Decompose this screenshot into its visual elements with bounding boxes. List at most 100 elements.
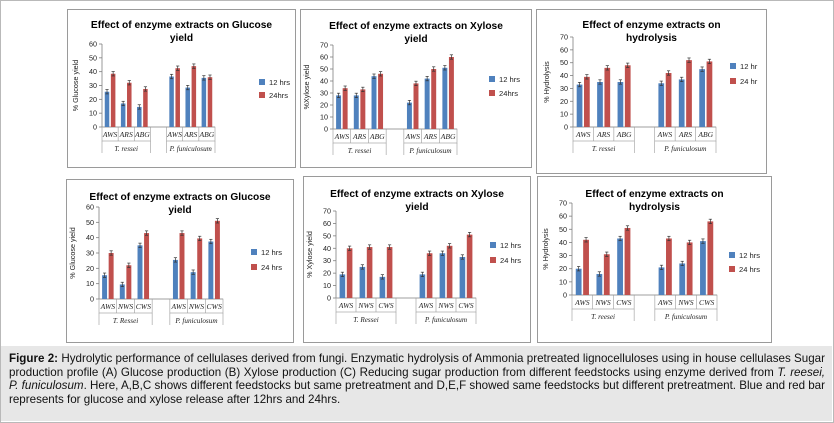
group-label: T. ressei [348, 147, 372, 155]
chart-title-line: yield [405, 202, 428, 213]
bar-12h [406, 102, 412, 129]
y-tick-label: 10 [320, 113, 328, 122]
bar-24h [706, 61, 713, 127]
y-tick-label: 0 [327, 294, 331, 303]
chart-panel-d-glucose: Effect of enzyme extracts on Glucose yiel… [66, 179, 294, 343]
y-tick-label: 20 [320, 101, 328, 110]
bar-12h [119, 284, 125, 299]
bar-24h [110, 73, 116, 127]
bar-12h [137, 245, 143, 299]
category-label: NWS [188, 302, 204, 311]
legend-swatch-24h [730, 78, 736, 84]
bar-12h [617, 82, 624, 127]
group-label: P. funiculosum [174, 317, 217, 325]
legend-label: 12 hrs [269, 78, 290, 87]
bar-24h [603, 254, 610, 295]
category-label: NWS [117, 302, 133, 311]
bar-24h [431, 69, 437, 129]
legend-swatch-24h [259, 92, 265, 98]
bar-24h [448, 57, 454, 129]
bar-12h [596, 273, 603, 295]
chart-title-line: Effect of enzyme extracts on [582, 20, 720, 31]
bar-24h [126, 265, 132, 299]
category-label: ARS [183, 130, 197, 139]
y-tick-label: 0 [93, 123, 97, 132]
group-label: P. funiculosum [169, 145, 212, 153]
y-tick-label: 20 [559, 264, 567, 273]
category-box [654, 294, 718, 310]
legend-swatch-12h [490, 242, 496, 248]
y-tick-label: 30 [323, 256, 331, 265]
y-axis-title: % Glucose yield [71, 60, 80, 112]
y-tick-label: 40 [320, 77, 328, 86]
y-tick-label: 10 [86, 279, 94, 288]
bar-12h [658, 83, 665, 127]
bar-24h [175, 68, 180, 127]
category-label: ARS [423, 132, 437, 141]
bar-12h [172, 259, 178, 299]
y-tick-label: 50 [323, 231, 331, 240]
y-tick-label: 0 [563, 291, 567, 300]
chart-panel-e-xylose: Effect of enzyme extracts on Xylose yield… [303, 176, 531, 343]
category-box [654, 126, 717, 142]
y-tick-label: 60 [560, 45, 568, 54]
y-tick-label: 30 [559, 251, 567, 260]
category-label: ABG [440, 132, 456, 141]
category-label: CWS [378, 301, 393, 310]
bar-12h [700, 241, 706, 295]
bar-12h [699, 69, 705, 127]
category-label: AWS [170, 302, 186, 311]
category-box [166, 126, 216, 142]
caption-figure-label: Figure 2: [9, 352, 59, 365]
category-label: AWS [334, 132, 350, 141]
y-tick-label: 0 [90, 295, 94, 304]
category-box [169, 298, 224, 314]
bar-24h [197, 238, 203, 299]
category-label: CWS [699, 298, 714, 307]
bar-24h [624, 227, 631, 295]
bar-24h [360, 89, 366, 129]
bar-12h [459, 256, 466, 298]
category-box [403, 128, 458, 144]
bar-24h [584, 76, 590, 127]
legend-label: 12 hrs [261, 248, 282, 257]
group-label: T. Ressei [113, 317, 138, 325]
legend-label: 12 hr [740, 62, 758, 71]
y-tick-label: 10 [89, 109, 97, 118]
bar-12h [353, 95, 359, 129]
bar-12h [190, 272, 196, 299]
legend-swatch-24h [489, 90, 495, 96]
category-label: AWS [100, 302, 116, 311]
chart-panel-f-hydrolysis: Effect of enzyme extracts on hydrolysis 0 1… [537, 176, 772, 343]
caption-text-part1: Hydrolytic performance of cellulases der… [9, 352, 825, 379]
chart-svg: Effect of enzyme extracts on hydrolysis 0 1… [541, 189, 760, 321]
legend-swatch-12h [251, 249, 257, 255]
category-label: NWS [677, 298, 693, 307]
bar-24h [346, 248, 353, 298]
bar-12h [102, 275, 108, 299]
bar-12h [120, 103, 126, 127]
chart-title-line: hydrolysis [626, 33, 677, 44]
chart-title-line: yield [170, 33, 193, 44]
group-label: T. reesei [591, 313, 615, 321]
legend-label: 12 hrs [739, 251, 760, 260]
bar-24h [583, 239, 589, 295]
bar-12h [576, 84, 583, 127]
bar-24h [378, 73, 384, 129]
category-label: ABG [697, 130, 713, 139]
y-tick-label: 50 [559, 225, 567, 234]
group-label: T. ressei [592, 145, 616, 153]
y-tick-label: 50 [86, 218, 94, 227]
bar-24h [127, 82, 132, 127]
bar-12h [678, 79, 685, 127]
bar-24h [466, 234, 473, 298]
category-box [415, 297, 477, 313]
bar-24h [665, 73, 672, 127]
legend-label: 24 hrs [261, 263, 282, 272]
category-label: ABG [134, 130, 150, 139]
y-axis-title: % Xylose yield [305, 231, 314, 278]
bar-24h [413, 83, 419, 129]
y-tick-label: 0 [564, 123, 568, 132]
category-label: ABG [616, 130, 632, 139]
chart-title-line: Effect of enzyme extracts on [585, 189, 723, 200]
